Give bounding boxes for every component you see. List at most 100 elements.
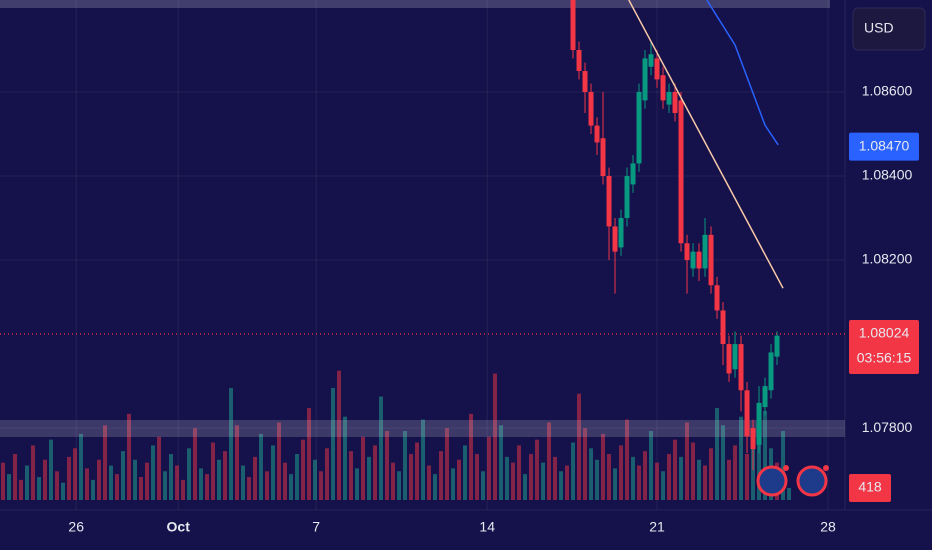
- candle-body: [576, 49, 582, 71]
- volume-bar: [721, 425, 726, 500]
- volume-bar: [277, 422, 282, 500]
- volume-bar: [55, 471, 60, 500]
- volume-bar: [727, 459, 732, 500]
- volume-bar: [283, 462, 288, 500]
- candle-body: [690, 251, 696, 269]
- y-tick-label: 1.08600: [862, 83, 913, 99]
- volume-bar: [757, 425, 762, 500]
- volume-bar: [523, 474, 528, 500]
- volume-bar: [421, 419, 426, 500]
- volume-bar: [301, 439, 306, 500]
- volume-bar: [685, 422, 690, 500]
- volume-bar: [79, 433, 84, 500]
- volume-bar: [373, 445, 378, 500]
- volume-bar: [577, 393, 582, 500]
- axis-layer: 1.07800 1.08200 1.08400 1.08600 26 Oct 7 14 21 28…: [68, 83, 919, 535]
- volume-bar: [781, 431, 786, 500]
- volume-bar: [235, 425, 240, 500]
- volume-bar: [169, 454, 174, 500]
- candle-body: [654, 58, 660, 80]
- volume-bar: [745, 454, 750, 500]
- volume-bar: [259, 433, 264, 500]
- volume-bar: [313, 459, 318, 500]
- volume-bar: [307, 408, 312, 500]
- currency-button[interactable]: [852, 7, 926, 51]
- volume-bar: [19, 479, 24, 500]
- candle-body: [642, 58, 648, 101]
- volume-bar: [601, 433, 606, 500]
- volume-bar: [697, 459, 702, 500]
- volume-bar: [97, 459, 102, 500]
- volume-bar: [13, 454, 18, 500]
- volume-bar: [31, 445, 36, 500]
- volume-bar: [397, 471, 402, 500]
- volume-bar: [193, 428, 198, 500]
- event-icon[interactable]: [796, 465, 828, 497]
- volume-bar: [667, 454, 672, 500]
- candle-body: [768, 352, 774, 391]
- volume-bar: [127, 413, 132, 500]
- volume-bar: [73, 448, 78, 500]
- volume-bar: [493, 373, 498, 500]
- candle-body: [684, 243, 690, 261]
- volume-bar: [451, 468, 456, 500]
- volume-bar: [205, 474, 210, 500]
- volume-bar: [223, 451, 228, 500]
- volume-bar: [631, 456, 636, 500]
- candle-body: [738, 344, 744, 391]
- volume-bar: [355, 468, 360, 500]
- volume-bar: [331, 387, 336, 500]
- candle-body: [570, 0, 576, 50]
- top-zone: [0, 0, 830, 8]
- volume-bar: [571, 442, 576, 500]
- x-tick-label: 7: [312, 519, 320, 535]
- volume-bar: [379, 396, 384, 500]
- volume-bar: [559, 471, 564, 500]
- candle-body: [606, 176, 612, 227]
- volume-bar: [229, 387, 234, 500]
- x-tick-label: 28: [820, 519, 836, 535]
- volume-bar: [439, 451, 444, 500]
- volume-bar: [67, 456, 72, 500]
- volume-bar: [469, 413, 474, 500]
- currency-label[interactable]: USD: [864, 20, 894, 36]
- volume-bar: [691, 442, 696, 500]
- candle-body: [636, 92, 642, 164]
- candle-body: [702, 234, 708, 269]
- candle-body: [630, 163, 636, 185]
- event-icon[interactable]: [756, 465, 788, 497]
- volume-bar: [109, 465, 114, 500]
- candle-body: [774, 335, 780, 357]
- volume-bar: [37, 477, 42, 500]
- volume-bar: [763, 410, 768, 500]
- volume-bar: [583, 428, 588, 500]
- volume-bar: [385, 431, 390, 500]
- volume-bar: [175, 465, 180, 500]
- support-zone: [0, 420, 845, 437]
- x-tick-label: Oct: [167, 519, 191, 535]
- volume-bar: [337, 370, 342, 500]
- volume-bar: [427, 465, 432, 500]
- volume-bar: [415, 442, 420, 500]
- volume-bar: [103, 425, 108, 500]
- volume-bar: [25, 465, 30, 500]
- candle-body: [666, 92, 672, 105]
- volume-bar: [151, 445, 156, 500]
- last-price-box: [849, 319, 919, 374]
- volume-bar: [85, 468, 90, 500]
- volume-bar: [409, 454, 414, 500]
- ma-price-label: 1.08470: [859, 137, 910, 153]
- volume-bar: [547, 422, 552, 500]
- overlay-layer: [0, 0, 845, 335]
- volume-bar: [241, 465, 246, 500]
- volume-bar: [517, 445, 522, 500]
- event-icons[interactable]: [756, 465, 829, 497]
- volume-bar: [709, 448, 714, 500]
- candle-body: [696, 251, 702, 269]
- volume-bar: [535, 439, 540, 500]
- volume-bar: [703, 465, 708, 500]
- indicator-line: [706, 0, 779, 146]
- volume-bar: [643, 451, 648, 500]
- volume-bar: [343, 416, 348, 500]
